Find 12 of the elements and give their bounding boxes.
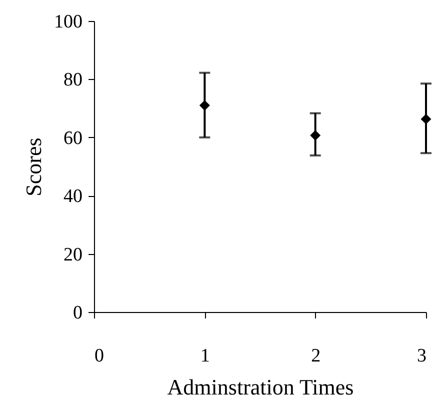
y-axis-title: Scores — [21, 138, 46, 196]
y-tick-label: 40 — [64, 186, 82, 208]
y-tick-label: 0 — [73, 302, 82, 324]
y-tick-label: 100 — [54, 12, 82, 32]
x-tick-label: 3 — [417, 346, 426, 366]
x-axis-title: Adminstration Times — [167, 374, 354, 400]
y-tick-label: 80 — [64, 70, 82, 91]
y-tick-label: 60 — [64, 128, 82, 149]
x-tick-label: 1 — [200, 346, 210, 366]
x-tick-label: 0 — [94, 346, 104, 366]
y-tick-label: 20 — [64, 244, 82, 266]
x-tick-label: 2 — [311, 346, 321, 366]
